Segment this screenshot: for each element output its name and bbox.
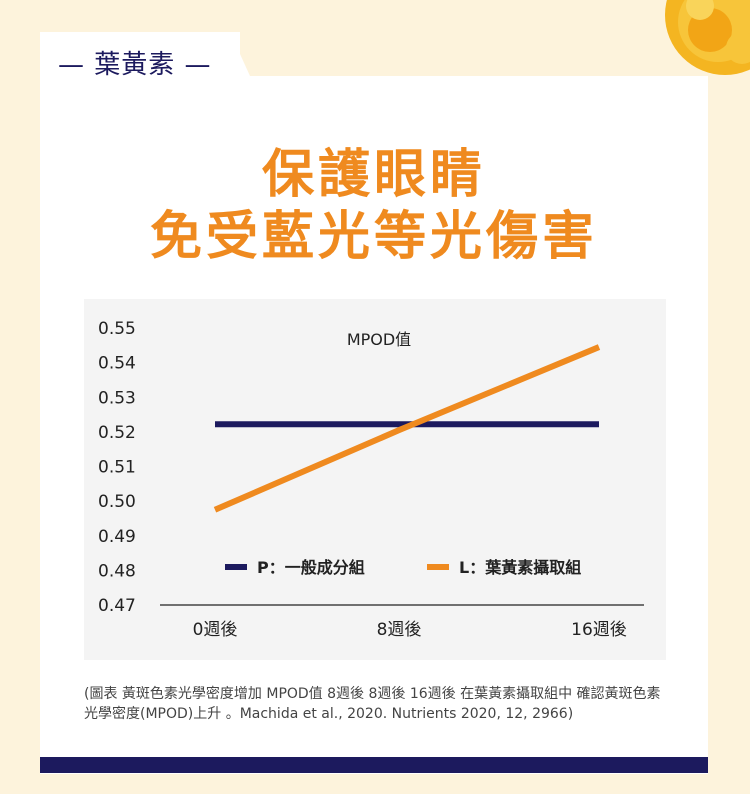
y-tick-label: 0.53 [98, 388, 136, 408]
y-tick-label: 0.52 [98, 423, 136, 443]
x-tick-label: 8週後 [377, 620, 422, 640]
y-tick-label: 0.54 [98, 354, 136, 374]
section-tag [40, 32, 240, 76]
tag-notch [230, 32, 250, 76]
marigold-flower-icon [665, 0, 750, 75]
legend-label: L：葉黃素攝取組 [459, 558, 581, 577]
legend-label: P：一般成分組 [257, 558, 365, 577]
figure-caption: (圖表 黃斑色素光學密度增加 MPOD值 8週後 8週後 16週後 在葉黃素攝取… [84, 686, 661, 722]
section-tag-label: — 葉黃素 — [58, 50, 212, 80]
bottom-bar [40, 757, 708, 773]
x-tick-label: 16週後 [571, 620, 627, 640]
headline-line-1: 保護眼睛 [261, 145, 486, 205]
y-tick-label: 0.48 [98, 561, 136, 581]
mpod-line-chart: 0.55 0.54 0.53 0.52 0.51 0.50 0.49 0.48 0.47 0週後 8… [98, 319, 644, 640]
series-line-l [213, 344, 601, 513]
headline-line-2: 免受藍光等光傷害 [149, 207, 598, 267]
y-tick-label: 0.49 [98, 527, 136, 547]
y-tick-label: 0.50 [98, 492, 136, 512]
chart-title: MPOD值 [347, 330, 411, 349]
y-tick-label: 0.55 [98, 319, 136, 339]
y-tick-label: 0.51 [98, 458, 136, 478]
x-tick-label: 0週後 [193, 620, 238, 640]
y-tick-label: 0.47 [98, 596, 136, 616]
